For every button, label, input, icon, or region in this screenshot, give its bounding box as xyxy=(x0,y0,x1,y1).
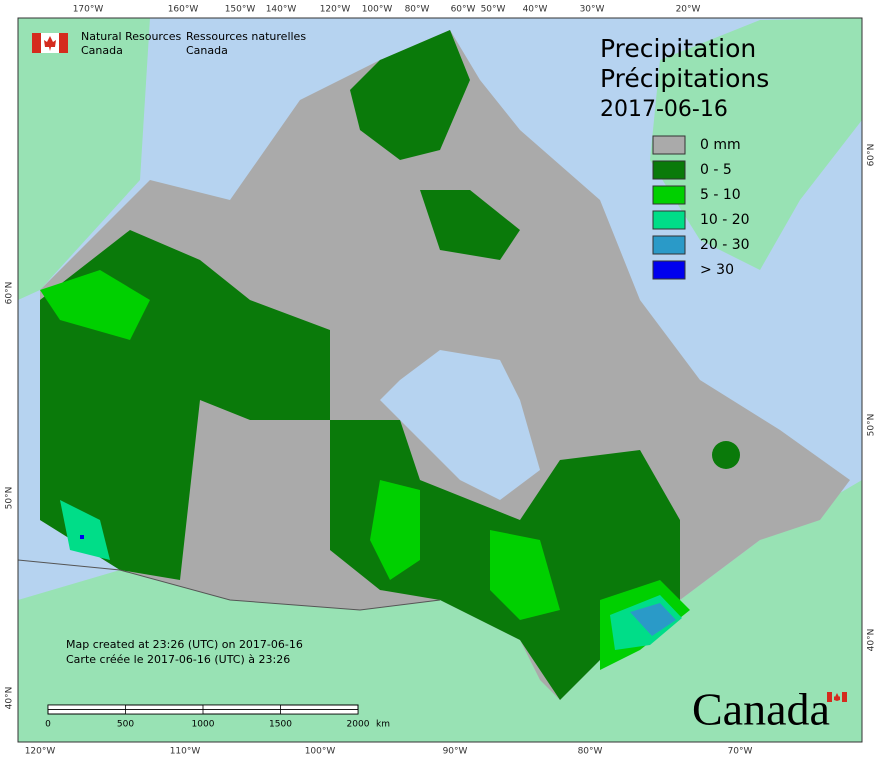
longitude-label: 80°W xyxy=(578,747,603,757)
scale-segment xyxy=(125,709,204,715)
maple-leaf xyxy=(44,36,56,51)
precip-5-10 xyxy=(490,530,560,620)
longitude-label: 70°W xyxy=(728,747,753,757)
precip-arctic xyxy=(350,30,470,160)
scale-label: 1000 xyxy=(192,720,215,730)
legend-swatch xyxy=(652,135,686,155)
border xyxy=(17,559,441,611)
longitude-label: 110°W xyxy=(170,747,201,757)
agency-logo: Natural Resources Canada Ressources natu… xyxy=(32,30,306,57)
map-body xyxy=(17,18,862,742)
longitude-label: 60°W xyxy=(451,5,476,15)
precip-10-20 xyxy=(60,500,110,560)
longitude-label: 120°W xyxy=(320,5,351,15)
flag-bar xyxy=(59,33,68,53)
date: 2017-06-16 xyxy=(600,97,728,122)
scale-segment xyxy=(47,704,126,710)
flag-bar xyxy=(827,692,832,702)
latitude-label: 40°N xyxy=(5,687,15,710)
longitude-label: 100°W xyxy=(362,5,393,15)
credit: Carte créée le 2017-06-16 (UTC) à 23:26 xyxy=(66,653,290,666)
scale-segment xyxy=(202,704,281,710)
flag-bar xyxy=(842,692,847,702)
scale-label: 0 xyxy=(45,720,51,730)
longitude-label: 40°W xyxy=(523,5,548,15)
longitude-label: 170°W xyxy=(73,5,104,15)
wordmark: Canada xyxy=(692,684,847,735)
longitude-label: 50°W xyxy=(481,5,506,15)
alaska xyxy=(18,18,150,300)
longitude-label: 80°W xyxy=(405,5,430,15)
longitude-label: 160°W xyxy=(168,5,199,15)
longitude-label: 140°W xyxy=(266,5,297,15)
legend-swatch xyxy=(652,185,686,205)
credit: Map created at 23:26 (UTC) on 2017-06-16 xyxy=(66,638,303,651)
scale-segment xyxy=(280,709,359,715)
maple-leaf xyxy=(834,693,840,701)
legend-label: 10 - 20 xyxy=(700,212,750,228)
title: Precipitation xyxy=(600,34,756,63)
scale-label: 2000 xyxy=(347,720,370,730)
graticule: 170°W 160°W 150°W 140°W 120°W 100°W 80°W 60°W 50… xyxy=(5,5,877,757)
legend-label: 5 - 10 xyxy=(700,187,741,203)
hudson-bay xyxy=(380,350,540,500)
longitude-label: 150°W xyxy=(225,5,256,15)
precip-5-10 xyxy=(40,270,150,340)
longitude-label: 30°W xyxy=(580,5,605,15)
legend-label: > 30 xyxy=(700,262,734,278)
longitude-label: 20°W xyxy=(676,5,701,15)
latitude-label: 60°N xyxy=(867,144,877,167)
legend-label: 20 - 30 xyxy=(700,237,750,253)
scale-unit: km xyxy=(376,720,390,730)
flag-bar xyxy=(32,33,41,53)
agency-en: Canada xyxy=(81,44,123,57)
longitude-label: 100°W xyxy=(305,747,336,757)
legend-swatch xyxy=(652,160,686,180)
scale-label: 1500 xyxy=(269,720,292,730)
longitude-label: 120°W xyxy=(25,747,56,757)
legend-swatch xyxy=(652,210,686,230)
legend-swatch xyxy=(652,260,686,280)
precip-5-10 xyxy=(370,480,420,580)
usa xyxy=(18,480,862,742)
precip-baffin xyxy=(420,190,520,260)
legend: 0 mm 0 - 5 5 - 10 10 - 20 20 - 30 > 30 xyxy=(652,135,750,280)
precip-spot xyxy=(712,441,740,469)
scale-bar: 0 500 1000 1500 2000 km xyxy=(45,704,390,730)
latitude-label: 60°N xyxy=(5,282,15,305)
precip-20-30 xyxy=(630,603,676,636)
scale-label: 500 xyxy=(117,720,134,730)
canada-wordmark: Canada xyxy=(692,684,830,735)
legend-label: 0 - 5 xyxy=(700,162,732,178)
frame xyxy=(17,17,863,743)
latitude-label: 40°N xyxy=(867,629,877,652)
legend-swatch xyxy=(652,235,686,255)
precip-over-30 xyxy=(80,535,84,539)
latitude-label: 50°N xyxy=(5,487,15,510)
greenland xyxy=(650,18,862,270)
agency-fr: Ressources naturelles xyxy=(186,30,306,43)
agency-fr: Canada xyxy=(186,44,228,57)
agency-en: Natural Resources xyxy=(81,30,182,43)
title-fr: Précipitations xyxy=(600,64,769,93)
legend-label: 0 mm xyxy=(700,137,741,153)
longitude-label: 90°W xyxy=(443,747,468,757)
latitude-label: 50°N xyxy=(867,414,877,437)
